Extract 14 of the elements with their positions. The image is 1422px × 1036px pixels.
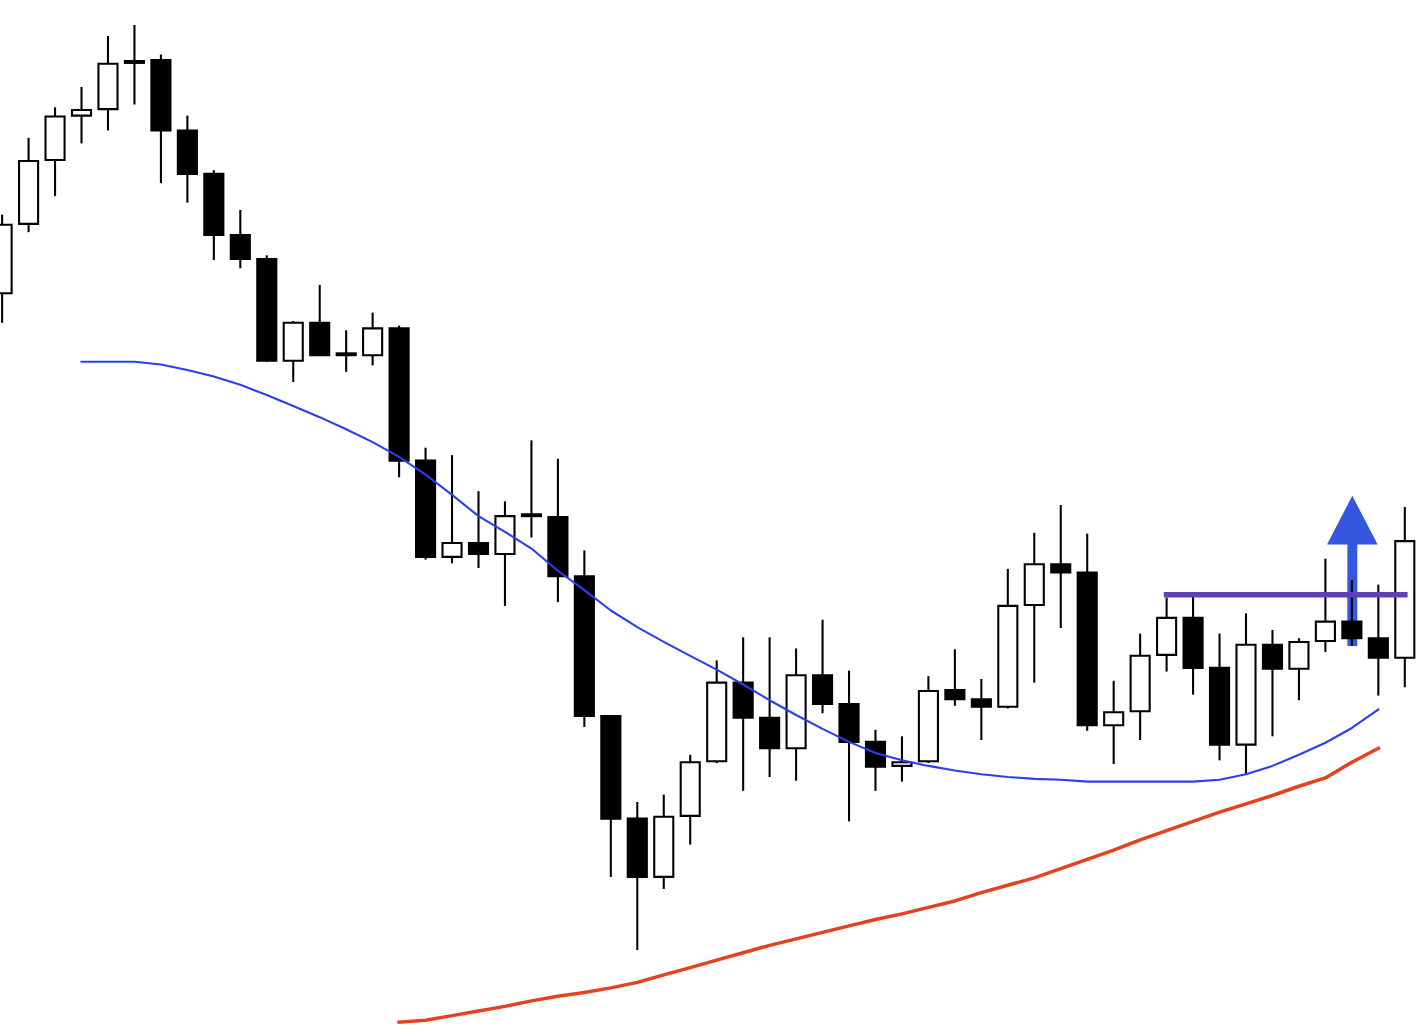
candlestick — [335, 329, 357, 373]
candlestick — [891, 735, 913, 783]
candlestick — [467, 490, 490, 569]
candlestick — [1103, 679, 1125, 766]
candlestick — [944, 648, 966, 707]
candlestick — [441, 454, 463, 565]
candlestick — [1050, 504, 1072, 630]
candlestick — [70, 85, 93, 145]
candlestick — [1367, 583, 1389, 697]
candlestick — [520, 439, 542, 539]
candlestick — [970, 677, 992, 742]
candlestick — [123, 23, 146, 106]
candlestick — [1314, 557, 1336, 654]
candlestick — [1341, 578, 1363, 647]
